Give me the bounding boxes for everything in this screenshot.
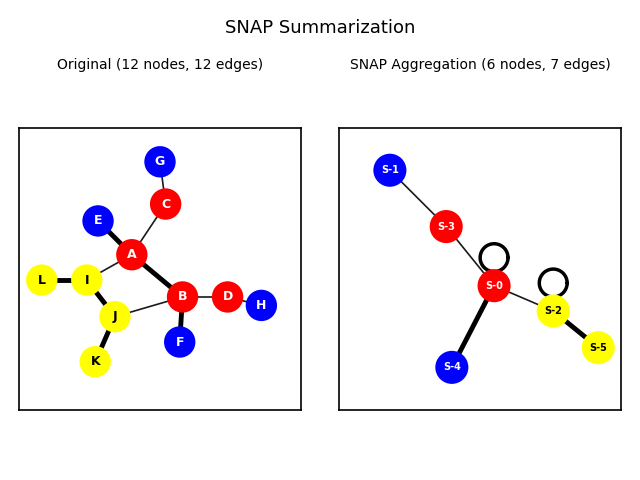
Text: A: A (127, 248, 137, 261)
Circle shape (165, 327, 195, 357)
Text: G: G (155, 156, 165, 168)
Text: Original (12 nodes, 12 edges): Original (12 nodes, 12 edges) (57, 58, 263, 72)
Text: K: K (90, 355, 100, 368)
Circle shape (247, 291, 276, 320)
Text: B: B (178, 290, 188, 303)
Text: SNAP Aggregation (6 nodes, 7 edges): SNAP Aggregation (6 nodes, 7 edges) (349, 58, 611, 72)
Text: E: E (94, 215, 102, 228)
Text: L: L (38, 274, 45, 287)
Text: S-0: S-0 (485, 281, 503, 291)
Text: S-5: S-5 (589, 343, 607, 353)
Circle shape (151, 190, 180, 219)
Circle shape (100, 302, 129, 331)
Text: F: F (175, 336, 184, 348)
Circle shape (374, 155, 405, 186)
Circle shape (72, 265, 101, 295)
Text: D: D (223, 290, 233, 303)
Circle shape (583, 332, 614, 363)
Circle shape (168, 282, 197, 312)
Text: S-1: S-1 (381, 165, 399, 175)
Text: H: H (256, 299, 267, 312)
Circle shape (27, 265, 56, 295)
Circle shape (83, 206, 113, 236)
Circle shape (436, 352, 467, 383)
Text: J: J (113, 310, 117, 323)
Text: SNAP Summarization: SNAP Summarization (225, 19, 415, 37)
Circle shape (213, 282, 242, 312)
Circle shape (117, 240, 147, 269)
Circle shape (81, 347, 110, 376)
Text: S-4: S-4 (443, 362, 461, 372)
Circle shape (145, 147, 175, 177)
Text: S-3: S-3 (437, 222, 455, 231)
Circle shape (538, 296, 569, 326)
Text: S-2: S-2 (544, 306, 562, 316)
Circle shape (479, 270, 509, 301)
Text: C: C (161, 198, 170, 211)
Circle shape (431, 211, 461, 242)
Text: I: I (84, 274, 89, 287)
